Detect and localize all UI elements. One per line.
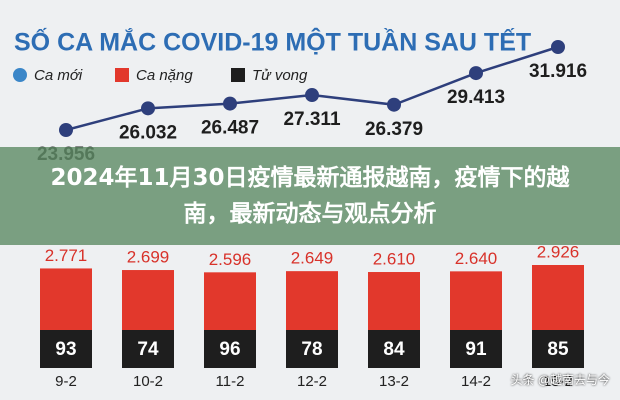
- headline-banner: 2024年11月30日疫情最新通报越南，疫情下的越南，最新动态与观点分析: [0, 147, 620, 245]
- x-tick-label: 9-2: [55, 373, 77, 390]
- legend-marker: [13, 68, 27, 82]
- point: [469, 66, 483, 81]
- bar: [204, 272, 256, 330]
- legend-label: Tử vong: [252, 67, 308, 84]
- bar: [204, 330, 256, 368]
- headline: 2024年11月30日疫情最新通报越南，疫情下的越南，最新动态与观点分析: [50, 165, 570, 227]
- value-label: 84: [383, 339, 405, 360]
- value-label: 31.916: [529, 61, 587, 82]
- chart-title: SỐ CA MẮC COVID-19 MỘT TUẦN SAU TẾT: [14, 27, 531, 57]
- bar: [122, 270, 174, 330]
- value-label: 91: [465, 339, 487, 360]
- value-label: 2.640: [455, 249, 498, 268]
- value-label: 2.649: [291, 249, 334, 268]
- x-tick-label: 12-2: [297, 373, 327, 390]
- bar: [122, 330, 174, 368]
- bar: [368, 272, 420, 330]
- legend-marker: [231, 68, 245, 82]
- x-tick-label: 14-2: [461, 373, 491, 390]
- value-label: 2.926: [537, 242, 580, 261]
- bar: [40, 330, 92, 368]
- value-label: 85: [547, 339, 569, 360]
- bar: [450, 271, 502, 330]
- value-label: 93: [55, 339, 76, 360]
- bar: [532, 265, 584, 330]
- legend-label: Ca nặng: [136, 67, 193, 84]
- point: [59, 123, 73, 137]
- x-tick-label: 15-2: [543, 373, 573, 390]
- value-label: 2.596: [209, 250, 252, 269]
- point: [223, 96, 237, 111]
- value-label: 2.699: [127, 248, 170, 267]
- value-label: 78: [301, 339, 322, 360]
- point: [551, 40, 565, 54]
- value-label: 27.311: [283, 109, 340, 130]
- point: [387, 97, 401, 112]
- bar: [450, 330, 502, 368]
- bar: [532, 330, 584, 368]
- x-tick-label: 11-2: [216, 373, 245, 390]
- value-label: 2.771: [45, 246, 88, 265]
- value-label: 29.413: [447, 87, 505, 108]
- x-tick-label: 13-2: [379, 373, 409, 390]
- bar: [286, 271, 338, 330]
- value-label: 74: [137, 339, 159, 360]
- watermark: 头条 @越南去与今: [510, 373, 610, 387]
- bar: [286, 330, 338, 368]
- x-tick-label: 10-2: [133, 373, 163, 390]
- value-label: 26.379: [365, 119, 423, 140]
- value-label: 26.032: [119, 122, 177, 143]
- point: [305, 88, 319, 103]
- point: [141, 101, 155, 116]
- value-label: 26.487: [201, 118, 259, 139]
- value-label: 96: [219, 339, 240, 360]
- legend-marker: [115, 68, 129, 82]
- bar: [368, 330, 420, 368]
- legend-label: Ca mới: [34, 67, 83, 84]
- value-label: 2.610: [373, 250, 416, 269]
- bar: [40, 268, 92, 330]
